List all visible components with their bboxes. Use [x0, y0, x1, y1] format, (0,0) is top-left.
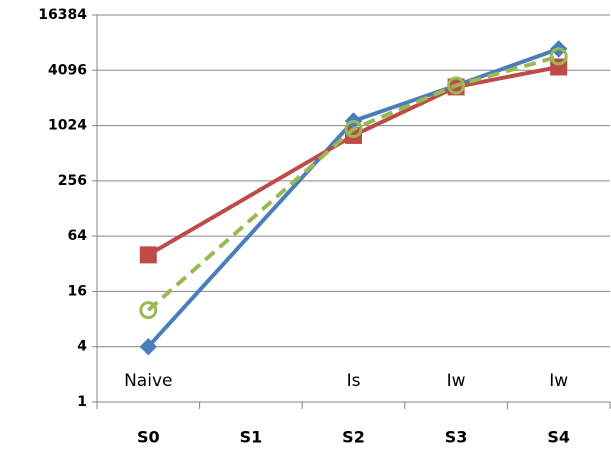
x-tick-label: S1: [240, 428, 263, 447]
category-annotation: Is: [347, 371, 361, 391]
y-tick-label: 16: [68, 283, 87, 299]
y-tick-label: 4096: [48, 62, 87, 78]
point: [344, 119, 363, 138]
point: [549, 47, 568, 66]
series-line: [146, 47, 560, 349]
category-annotation: Naive: [124, 371, 172, 391]
point: [139, 246, 157, 264]
y-tick-label: 16384: [38, 7, 87, 23]
y-tick-label: 1: [77, 394, 87, 410]
y-tick-label: 4: [77, 339, 87, 355]
series-line: [147, 65, 560, 257]
category-annotation: Iw: [549, 371, 568, 391]
point: [139, 301, 158, 320]
point: [447, 76, 466, 95]
y-tick-label: 256: [58, 173, 87, 189]
x-tick-label: S3: [445, 428, 468, 447]
category-annotation: Iw: [447, 371, 466, 391]
x-tick-label: S2: [342, 428, 365, 447]
y-tick-label: 64: [68, 228, 88, 244]
point: [139, 338, 158, 356]
series-line: [146, 54, 560, 312]
x-tick-label: S4: [547, 428, 570, 447]
x-tick-label: S0: [137, 428, 160, 447]
y-tick-label: 1024: [48, 118, 87, 134]
